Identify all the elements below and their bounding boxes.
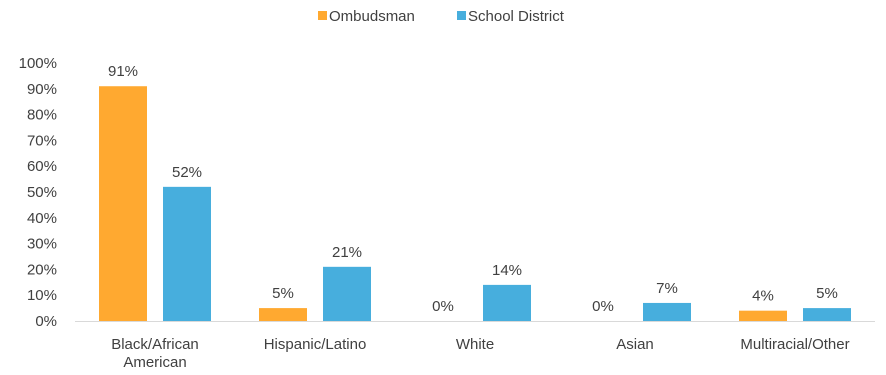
x-tick-label: American — [123, 354, 186, 371]
data-label: 5% — [272, 285, 294, 302]
bar-school-district — [803, 308, 851, 321]
y-tick-label: 20% — [27, 261, 57, 278]
legend-swatch-ombudsman — [318, 11, 327, 20]
data-label: 21% — [332, 244, 362, 261]
data-label: 52% — [172, 164, 202, 181]
bars: 91% 52% 5% 21% 0% 14% 0% 7% 4% 5% — [99, 63, 851, 321]
bar-school-district — [643, 302, 691, 321]
data-label: 5% — [816, 285, 838, 302]
bar-ombudsman — [99, 86, 147, 321]
y-tick-label: 100% — [19, 55, 57, 72]
legend-label: Ombudsman — [329, 8, 415, 25]
legend-swatch-school-district — [457, 11, 466, 20]
x-tick-label: Black/African — [111, 336, 199, 353]
y-tick-label: 40% — [27, 210, 57, 227]
x-tick-label: Hispanic/Latino — [264, 336, 367, 353]
data-label: 0% — [592, 298, 614, 315]
y-tick-label: 70% — [27, 132, 57, 149]
y-tick-label: 30% — [27, 236, 57, 253]
data-label: 4% — [752, 288, 774, 305]
y-tick-label: 0% — [35, 313, 57, 330]
y-axis: 0% 10% 20% 30% 40% 50% 60% 70% 80% 90% 100% — [19, 55, 57, 330]
x-tick-label: Multiracial/Other — [740, 336, 849, 353]
bar-ombudsman — [259, 308, 307, 321]
x-tick-label: White — [456, 336, 494, 353]
legend-label: School District — [468, 8, 565, 25]
bar-school-district — [483, 284, 531, 321]
bar-school-district — [163, 186, 211, 321]
data-label: 7% — [656, 280, 678, 297]
data-label: 14% — [492, 262, 522, 279]
y-tick-label: 50% — [27, 184, 57, 201]
y-tick-label: 10% — [27, 287, 57, 304]
y-tick-label: 80% — [27, 107, 57, 124]
data-label: 91% — [108, 63, 138, 80]
legend: Ombudsman School District — [318, 8, 565, 25]
y-tick-label: 90% — [27, 81, 57, 98]
x-tick-label: Asian — [616, 336, 654, 353]
bar-ombudsman — [739, 310, 787, 321]
y-tick-label: 60% — [27, 158, 57, 175]
data-label: 0% — [432, 298, 454, 315]
bar-school-district — [323, 266, 371, 321]
